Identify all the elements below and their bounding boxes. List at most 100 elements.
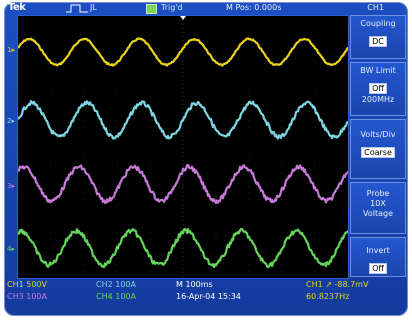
graticule-dot [182, 133, 184, 135]
graticule-dot [182, 41, 184, 43]
graticule-dot [314, 264, 316, 266]
graticule-dot [281, 271, 283, 272]
graticule-dot [248, 159, 250, 161]
graticule-dot [50, 271, 52, 272]
graticule-dot [248, 264, 250, 266]
graticule-dot [215, 120, 217, 122]
menu-probe-sub2: Voltage [362, 209, 393, 218]
graticule-dot [116, 140, 118, 141]
graticule-dot [149, 238, 151, 240]
graticule-dot [116, 257, 118, 259]
bottom-status-bar: CH1 500V CH3 100A CH2 100A CH4 100A M 10… [4, 279, 408, 316]
graticule-dot [248, 166, 250, 168]
graticule-dot [314, 238, 316, 240]
graticule-dot [149, 218, 151, 220]
graticule-dot [50, 257, 52, 259]
graticule-dot [281, 35, 283, 36]
menu-bw-limit-value: Off [369, 83, 387, 94]
ch2-trace [18, 100, 348, 140]
graticule-dot [83, 68, 85, 69]
graticule-dot [149, 153, 151, 155]
graticule-dot [116, 166, 118, 168]
graticule-dot [281, 120, 283, 122]
graticule-dot [116, 264, 118, 266]
graticule-dot [182, 61, 184, 63]
graticule-dot [215, 172, 217, 174]
graticule-dot [248, 257, 250, 259]
graticule-dot [116, 28, 118, 30]
scope-bezel: Tek JL Trig'd M Pos: 0.000s CH1 1▸ 2▸ 3▸… [4, 2, 408, 316]
graticule-dot [314, 22, 316, 23]
graticule-dot [182, 35, 184, 36]
graticule-dot [116, 153, 118, 155]
graticule-dot [149, 126, 151, 128]
graticule-dot [182, 225, 184, 227]
trigger-status: Trig'd [161, 3, 183, 12]
trigger-mode-icon [66, 4, 88, 13]
menu-volts-div[interactable]: Volts/Div Coarse [350, 119, 406, 179]
graticule-dot [116, 54, 118, 56]
graticule-dot [149, 87, 151, 89]
graticule-dot [248, 74, 250, 76]
graticule-dot [116, 74, 118, 76]
graticule-dot [248, 192, 250, 194]
graticule-dot [149, 140, 151, 141]
menu-invert[interactable]: Invert Off [350, 237, 406, 277]
graticule-dot [281, 54, 283, 56]
graticule-dot [281, 231, 283, 233]
graticule-dot [248, 218, 250, 220]
graticule-dot [149, 68, 151, 69]
top-status-bar: Tek JL Trig'd M Pos: 0.000s CH1 [4, 2, 408, 15]
graticule-dot [50, 74, 52, 76]
graticule-dot [314, 199, 316, 200]
graticule-dot [83, 61, 85, 63]
graticule-dot [50, 41, 52, 43]
graticule-dot [314, 205, 316, 207]
menu-bw-limit[interactable]: BW Limit Off 200MHz [350, 62, 406, 116]
graticule-dot [248, 94, 250, 95]
graticule-dot [83, 126, 85, 128]
graticule-dot [314, 87, 316, 89]
graticule-dot [248, 172, 250, 174]
graticule-dot [248, 231, 250, 233]
graticule-dot [248, 120, 250, 122]
graticule-dot [83, 133, 85, 135]
graticule-dot [281, 218, 283, 220]
graticule-dot [314, 54, 316, 56]
graticule-dot [116, 120, 118, 122]
graticule-dot [248, 225, 250, 227]
graticule-dot [149, 41, 151, 43]
graticule-dot [83, 94, 85, 95]
graticule-dot [314, 41, 316, 43]
graticule-dot [182, 126, 184, 128]
graticule-dot [281, 140, 283, 141]
graticule-dot [83, 172, 85, 174]
trigger-level: CH1 ↗ -88.7mV [306, 280, 369, 289]
menu-probe[interactable]: Probe 10X Voltage [350, 182, 406, 234]
graticule-dot [182, 185, 184, 187]
graticule-dot [248, 68, 250, 69]
graticule-dot [116, 271, 118, 272]
graticule-dot [83, 225, 85, 227]
graticule-dot [215, 251, 217, 253]
graticule-dot [116, 126, 118, 128]
graticule-dot [215, 166, 217, 168]
graticule-dot [83, 271, 85, 272]
graticule-dot [149, 251, 151, 253]
graticule-dot [281, 87, 283, 89]
graticule-dot [281, 251, 283, 253]
ch2-scale: CH2 100A [96, 280, 136, 289]
graticule-dot [215, 100, 217, 102]
graticule-dot [314, 100, 316, 102]
graticule-dot [248, 133, 250, 135]
waveform-screen [17, 15, 349, 279]
graticule-dot [149, 264, 151, 266]
graticule-dot [83, 251, 85, 253]
graticule-dot [281, 41, 283, 43]
graticule-dot [83, 199, 85, 200]
menu-coupling[interactable]: Coupling DC [350, 15, 406, 59]
graticule-dot [83, 264, 85, 266]
graticule-dot [50, 238, 52, 240]
graticule-dot [149, 94, 151, 95]
graticule-dot [83, 35, 85, 36]
